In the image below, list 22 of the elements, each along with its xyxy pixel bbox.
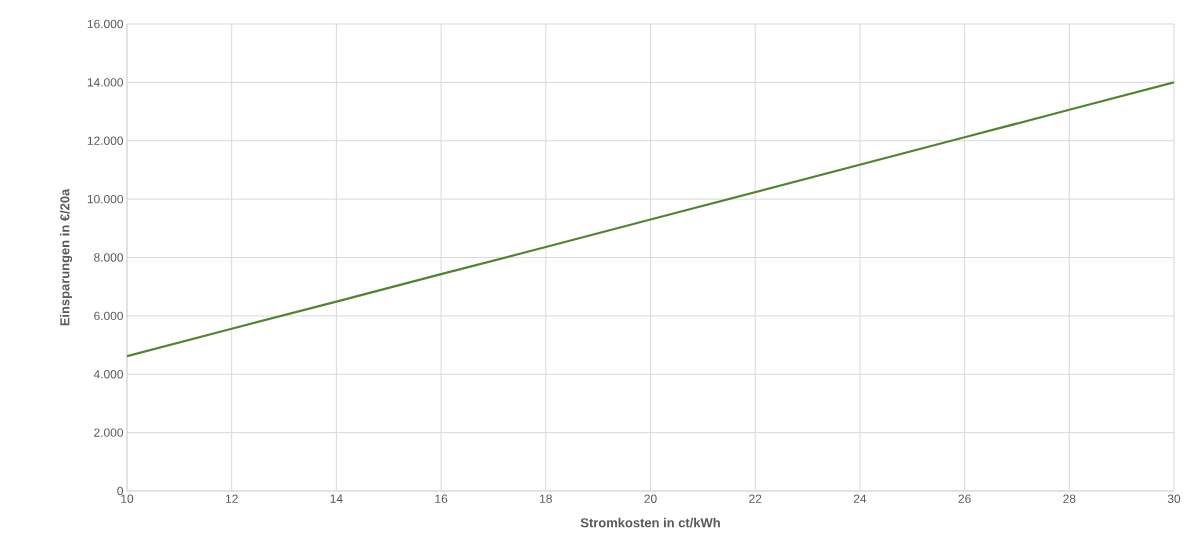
x-tick-label: 16 [435,494,448,503]
x-tick-label: 24 [853,494,867,503]
y-tick-label: 6.000 [94,311,124,321]
y-axis-title: Einsparungen in €/20a [59,188,73,326]
x-tick-label: 22 [749,494,762,503]
x-tick-label: 10 [121,494,134,503]
x-tick-label: 30 [1167,494,1181,503]
y-tick-label: 8.000 [94,253,124,262]
y-tick-label: 10.000 [87,194,124,204]
x-tick-label: 18 [540,494,552,503]
x-axis-title: Stromkosten in ct/kWh [580,517,720,528]
y-tick-label: 16.000 [87,19,124,29]
x-tick-label: 20 [644,494,657,503]
x-tick-label: 14 [330,494,343,503]
y-tick-label: 4.000 [93,370,124,379]
y-tick-label: 0 [117,486,124,496]
y-tick-label: 14.000 [87,78,124,87]
x-tick-label: 12 [225,494,238,503]
y-tick-label: 12.000 [87,136,124,145]
x-tick-label: 28 [1063,494,1076,503]
y-tick-label: 2.000 [94,428,124,437]
x-tick-label: 26 [958,494,971,503]
